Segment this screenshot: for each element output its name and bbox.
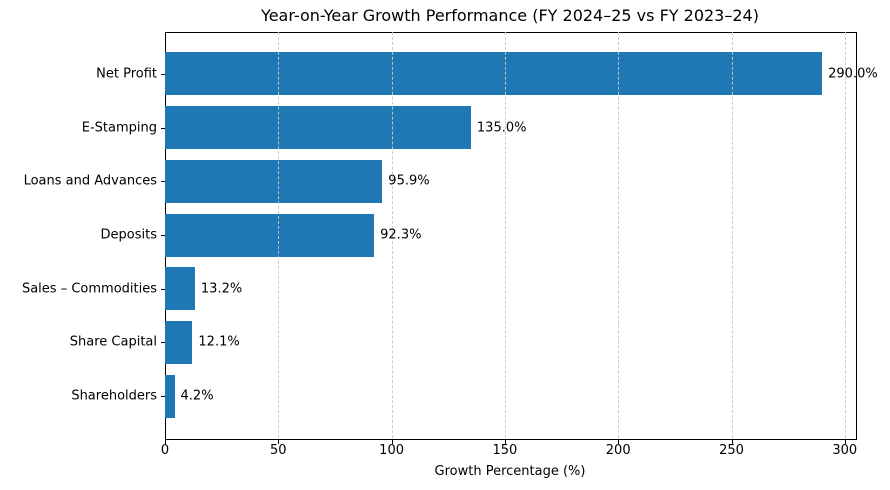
x-tick-mark (731, 440, 733, 444)
y-tick-mark (161, 181, 165, 183)
y-tick-label: Deposits (100, 227, 157, 243)
x-tick-label: 300 (832, 443, 858, 458)
bar (165, 320, 193, 364)
bar (165, 213, 375, 257)
x-tick-mark (165, 440, 166, 444)
x-tick-label: 0 (160, 443, 170, 458)
bar-value-label: 290.0% (828, 66, 878, 82)
y-tick-label: Share Capital (69, 334, 157, 350)
bar-value-label: 13.2% (200, 281, 243, 297)
x-tick-label: 150 (492, 443, 518, 458)
x-tick-mark (618, 440, 620, 444)
gridline (504, 32, 506, 438)
x-tick-mark (391, 440, 393, 444)
y-tick-label: Net Profit (96, 66, 157, 82)
y-tick-label: Shareholders (71, 388, 157, 404)
x-tick-mark (278, 440, 280, 444)
bar-value-label: 12.1% (198, 334, 240, 350)
chart-title: Year-on-Year Growth Performance (FY 2024… (261, 6, 759, 25)
bar-value-label: 135.0% (476, 120, 527, 136)
gridline (391, 32, 393, 438)
gridline (844, 32, 846, 438)
gridline (278, 32, 280, 438)
bar (165, 52, 823, 96)
x-axis-label: Growth Percentage (%) (434, 464, 586, 479)
x-tick-label: 100 (379, 443, 405, 458)
x-tick-mark (504, 440, 506, 444)
y-tick-label: Loans and Advances (23, 173, 157, 189)
y-tick-mark (161, 396, 165, 397)
gridline (731, 32, 733, 438)
y-tick-mark (161, 235, 165, 236)
bar-value-label: 95.9% (388, 173, 430, 189)
x-tick-label: 50 (270, 443, 287, 458)
x-tick-label: 200 (605, 443, 631, 458)
y-tick-label: Sales – Commodities (21, 281, 157, 297)
gridline (618, 32, 620, 438)
y-tick-mark (161, 342, 165, 344)
bar (165, 159, 383, 203)
bar-value-label: 4.2% (180, 388, 214, 404)
y-tick-mark (161, 288, 165, 290)
bar (165, 106, 471, 150)
bar (165, 267, 195, 311)
x-tick-mark (844, 440, 846, 444)
y-tick-label: E-Stamping (81, 120, 157, 136)
y-tick-mark (161, 127, 165, 129)
bar (165, 374, 175, 418)
y-tick-mark (161, 73, 165, 75)
bar-value-label: 92.3% (380, 227, 422, 243)
x-tick-label: 250 (719, 443, 744, 458)
